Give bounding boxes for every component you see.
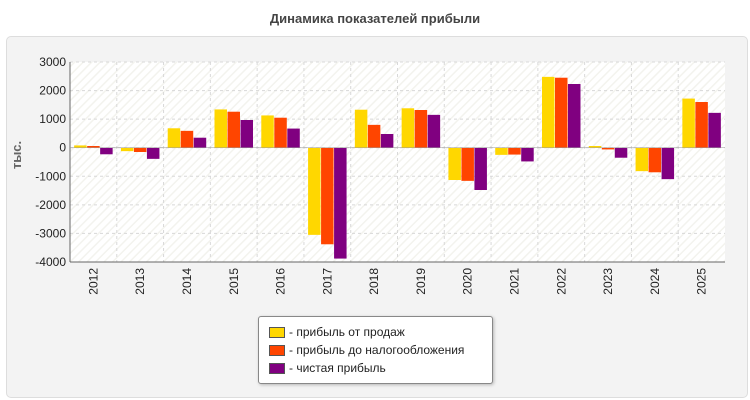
- bar-2024-s1: [648, 147, 662, 173]
- bar-2015-s1: [227, 111, 240, 148]
- bar-2024-s2: [661, 147, 675, 180]
- bar-2017-s2: [334, 147, 347, 259]
- x-tick-label: 2021: [507, 268, 521, 295]
- bar-2021-s1: [508, 147, 521, 155]
- bar-2025-s0: [682, 98, 695, 148]
- legend-swatch-pretax-profit: [269, 344, 285, 356]
- x-tick-label: 2018: [367, 268, 381, 295]
- bar-2019-s2: [427, 114, 441, 148]
- bar-2016-s1: [274, 117, 287, 148]
- chart-title: Динамика показателей прибыли: [269, 11, 481, 26]
- y-tick-labels: 3000 2000 1000 0 -1000 -2000 -3000 -4000: [35, 55, 66, 269]
- y-tick-label: -3000: [35, 226, 66, 240]
- legend-label-net-profit: - чистая прибыль: [289, 361, 386, 375]
- legend-swatch-sales-profit: [269, 326, 285, 338]
- y-tick-label: -4000: [35, 255, 66, 269]
- x-tick-label: 2023: [601, 268, 615, 295]
- bar-2025-s2: [708, 112, 721, 148]
- legend: - прибыль от продаж - прибыль до налогоо…: [258, 316, 493, 384]
- bar-2016-s2: [287, 128, 300, 148]
- x-tick-label: 2017: [320, 268, 334, 295]
- bar-2023-s2: [614, 147, 628, 158]
- legend-item-pretax-profit: - прибыль до налогообложения: [269, 342, 464, 358]
- x-tick-label: 2025: [695, 268, 709, 295]
- bar-2018-s0: [354, 109, 368, 148]
- bar-2022-s1: [555, 77, 568, 148]
- bar-2019-s1: [414, 110, 428, 148]
- bar-2024-s0: [635, 147, 649, 172]
- x-tick-label: 2024: [648, 268, 662, 295]
- plot-area: [70, 62, 725, 262]
- bar-2021-s2: [521, 147, 534, 162]
- x-tick-labels: 2012 2013 2014 2015 2016 2017 2018 2019 2020 2021…: [86, 268, 708, 295]
- bar-2023-s1: [601, 147, 615, 150]
- bar-2023-s0: [588, 146, 602, 148]
- legend-item-sales-profit: - прибыль от продаж: [269, 324, 405, 340]
- y-tick-label: 2000: [39, 84, 66, 98]
- bar-2012-s0: [74, 145, 87, 148]
- axes-group: [69, 62, 725, 263]
- bar-2014-s2: [193, 137, 207, 148]
- bar-2012-s1: [87, 146, 100, 148]
- bars-group: [74, 76, 721, 259]
- bar-2020-s2: [474, 147, 487, 190]
- y-tick-label: 1000: [39, 112, 66, 126]
- bar-2021-s0: [495, 147, 508, 155]
- x-tick-label: 2022: [554, 268, 568, 295]
- bar-2015-s0: [214, 109, 227, 148]
- x-tick-label: 2019: [414, 268, 428, 295]
- x-tick-label: 2013: [133, 268, 147, 295]
- bar-2017-s1: [321, 147, 334, 245]
- y-tick-label: 3000: [39, 55, 66, 69]
- y-tick-label: -2000: [35, 198, 66, 212]
- bar-2017-s0: [308, 147, 321, 235]
- y-tick-label: -1000: [35, 169, 66, 183]
- bar-2013-s1: [133, 147, 147, 152]
- bar-2020-s0: [448, 147, 461, 180]
- bar-2015-s2: [240, 120, 253, 148]
- y-axis-label: тыс.: [9, 141, 24, 169]
- bar-2018-s2: [380, 134, 394, 148]
- bar-2019-s0: [401, 108, 415, 148]
- bar-2022-s0: [542, 76, 555, 148]
- legend-swatch-net-profit: [269, 362, 285, 374]
- plot-background: [70, 62, 725, 262]
- bar-2013-s0: [120, 147, 134, 152]
- x-tick-label: 2020: [461, 268, 475, 295]
- bar-2013-s2: [146, 147, 160, 159]
- bar-2014-s0: [167, 128, 181, 148]
- bar-2014-s1: [180, 130, 194, 148]
- x-tick-label: 2012: [86, 268, 100, 295]
- x-tick-label: 2016: [274, 268, 288, 295]
- legend-item-net-profit: - чистая прибыль: [269, 360, 386, 376]
- legend-label-pretax-profit: - прибыль до налогообложения: [289, 343, 465, 357]
- bar-2025-s1: [695, 102, 708, 148]
- bar-2022-s2: [568, 84, 581, 148]
- bar-2020-s1: [461, 147, 474, 181]
- x-tick-label: 2015: [227, 268, 241, 295]
- bar-2016-s0: [261, 115, 274, 148]
- y-tick-label: 0: [59, 141, 66, 155]
- x-tick-label: 2014: [180, 268, 194, 295]
- legend-label-sales-profit: - прибыль от продаж: [289, 325, 405, 339]
- bar-2012-s2: [100, 147, 113, 155]
- bar-2018-s1: [367, 124, 381, 148]
